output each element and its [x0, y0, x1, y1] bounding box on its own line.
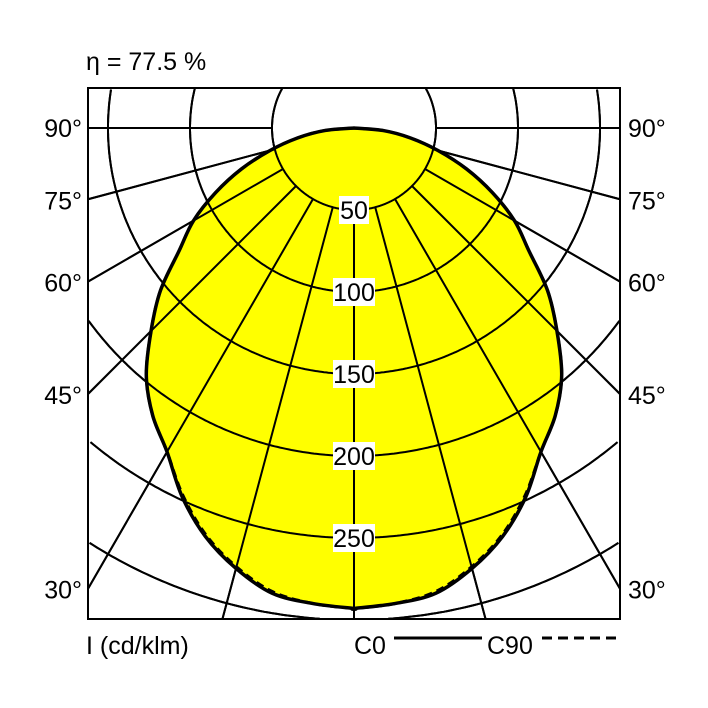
angle-label-left: 75°	[44, 187, 82, 215]
radial-line-15	[374, 206, 487, 620]
radial-tick-bg-150	[333, 360, 375, 388]
legend-c90-label: C90	[487, 632, 533, 660]
radial-tick-bg-100	[333, 278, 375, 306]
radial-tick-label: 250	[333, 525, 375, 553]
c90-curve	[144, 126, 564, 611]
angle-label-right: 90°	[628, 115, 666, 143]
radial-line--75	[87, 148, 276, 201]
unit-label: I (cd/klm)	[86, 632, 189, 660]
radial-tick-bg-200	[333, 442, 375, 470]
radial-tick-label: 100	[333, 279, 375, 307]
plot-frame	[87, 87, 621, 620]
radial-line--45	[87, 185, 297, 395]
angle-label-right: 30°	[628, 577, 666, 605]
angle-label-right: 75°	[628, 187, 666, 215]
radial-line-75	[432, 148, 621, 201]
radial-tick-bg-50	[339, 196, 369, 224]
radial-line-30	[394, 198, 621, 590]
radial-line--15	[221, 206, 334, 620]
legend-c0-label: C0	[354, 632, 386, 660]
radial-line-45	[411, 185, 621, 395]
radial-tick-bg-250	[333, 524, 375, 552]
radial-line-60	[424, 168, 621, 283]
angle-label-right: 45°	[628, 382, 666, 410]
angle-label-right: 60°	[628, 270, 666, 298]
angle-label-left: 45°	[44, 382, 82, 410]
radial-tick-label: 200	[333, 443, 375, 471]
angle-label-left: 60°	[44, 270, 82, 298]
radial-line--60	[87, 168, 284, 283]
radial-tick-label: 150	[333, 361, 375, 389]
chart-title: η = 77.5 %	[86, 48, 206, 76]
angle-label-left: 30°	[44, 577, 82, 605]
radial-line--30	[87, 198, 314, 590]
radial-tick-label: 50	[340, 197, 368, 225]
grid-circle-over-300	[89, 542, 619, 620]
angle-label-left: 90°	[44, 115, 82, 143]
